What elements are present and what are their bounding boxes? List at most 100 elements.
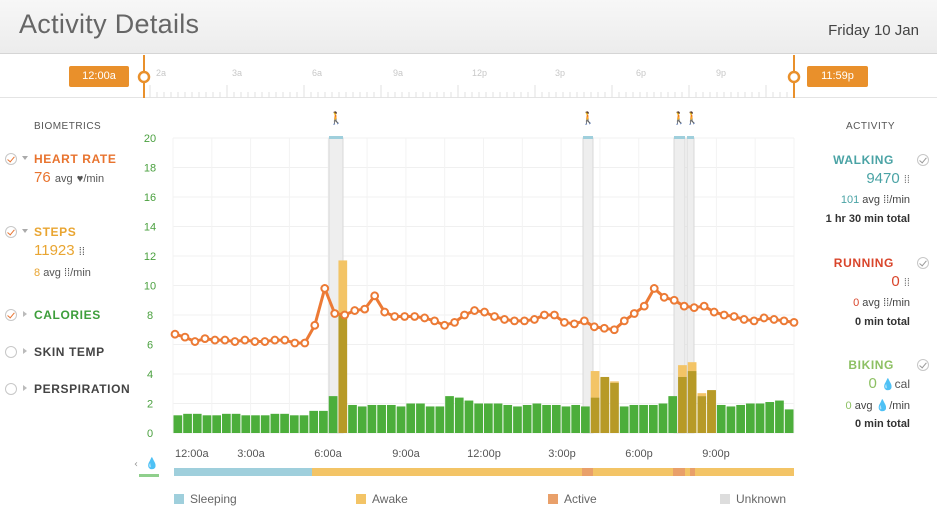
y-tick-label: 0 xyxy=(147,428,153,440)
skin-temp-toggle[interactable] xyxy=(5,346,17,358)
legend-swatch xyxy=(720,494,730,504)
calories-bar xyxy=(707,390,716,433)
perspiration-toggle[interactable] xyxy=(5,383,17,395)
calories-bar xyxy=(668,396,678,433)
running-label: RUNNING xyxy=(833,256,894,270)
steps-bar xyxy=(678,365,687,377)
heart-rate-point xyxy=(629,309,639,318)
heart-rate-value-line: 76 avg ♥/min xyxy=(34,169,105,186)
heart-rate-point xyxy=(589,322,599,332)
timeline-tick-label: 6p xyxy=(636,68,647,78)
heart-rate-point xyxy=(480,307,489,317)
calories-bar xyxy=(367,404,377,433)
heart-rate-point xyxy=(719,310,729,320)
biking-toggle[interactable] xyxy=(917,359,929,371)
calories-bar xyxy=(183,413,192,433)
calories-bar xyxy=(716,404,726,433)
heart-rate-point xyxy=(490,312,499,321)
heart-rate-point xyxy=(170,329,180,339)
timeline-end-handle[interactable] xyxy=(787,70,801,84)
activity-heading: ACTIVITY xyxy=(846,121,896,132)
calories-bar xyxy=(377,404,386,433)
heart-rate-point xyxy=(540,310,549,320)
timeline-start-label[interactable]: 12:00a xyxy=(69,66,129,87)
calories-bar xyxy=(784,409,794,433)
page-header: Activity Details Friday 10 Jan xyxy=(0,0,937,54)
chevron-right-icon[interactable] xyxy=(23,311,27,317)
heart-rate-point xyxy=(749,316,759,326)
calories-bar xyxy=(406,403,416,433)
heart-rate-point xyxy=(510,316,519,326)
walking-period-band xyxy=(328,137,344,434)
heart-rate-point xyxy=(360,304,370,314)
calories-bar xyxy=(241,415,251,433)
legend-item-awake: Awake xyxy=(356,492,408,506)
heart-rate-point xyxy=(709,307,719,317)
y-tick-label: 2 xyxy=(147,399,153,411)
calories-bar xyxy=(532,403,542,433)
heart-rate-point xyxy=(520,316,529,326)
heart-rate-point xyxy=(759,313,769,323)
skin-temp-label: SKIN TEMP xyxy=(34,345,105,359)
heart-rate-point xyxy=(280,335,290,345)
heart-rate-point xyxy=(609,325,619,335)
calories-bar xyxy=(678,376,687,433)
timeline-tick-label: 6a xyxy=(312,68,323,78)
running-toggle[interactable] xyxy=(917,257,929,269)
timeline-tick-label: 3a xyxy=(232,68,243,78)
calories-bar xyxy=(551,404,561,433)
date-label: Friday 10 Jan xyxy=(828,22,919,39)
calories-bar xyxy=(348,404,357,433)
steps-bar xyxy=(600,378,610,433)
calories-bar xyxy=(590,397,600,433)
x-tick-label: 9:00a xyxy=(392,448,420,460)
calories-bar xyxy=(222,413,231,433)
chevron-right-icon[interactable] xyxy=(23,385,27,391)
calories-bar xyxy=(396,406,406,433)
steps-toggle[interactable] xyxy=(5,226,17,238)
heart-rate-point xyxy=(669,295,679,305)
heart-rate-point xyxy=(789,317,799,327)
calories-bar xyxy=(416,403,425,433)
heart-rate-point xyxy=(739,315,749,324)
timeline-tick-label: 3p xyxy=(555,68,566,78)
timeline-start-handle[interactable] xyxy=(137,70,151,84)
chevron-down-icon[interactable] xyxy=(22,156,28,160)
heart-rate-point xyxy=(729,312,739,321)
calories-bar xyxy=(610,382,619,433)
walking-toggle[interactable] xyxy=(917,154,929,166)
heart-rate-point xyxy=(310,320,320,330)
timeline-scrubber[interactable]: 2a 3a 6a 9a 12p 3p 6p 9p 12:00a 11:59p xyxy=(0,55,937,98)
heart-rate-point xyxy=(530,315,539,324)
heart-rate-point xyxy=(619,316,629,326)
heart-rate-point xyxy=(270,335,280,345)
heart-rate-point xyxy=(410,312,420,321)
y-tick-label: 18 xyxy=(144,163,156,175)
calories-bar xyxy=(745,403,755,433)
heart-rate-point xyxy=(370,291,380,301)
drop-icon: 💧 xyxy=(875,400,890,412)
calories-bar xyxy=(581,406,590,433)
calories-bar xyxy=(319,410,328,433)
heart-rate-point xyxy=(190,337,200,346)
timeline-end-label[interactable]: 11:59p xyxy=(807,66,868,87)
chevron-down-icon[interactable] xyxy=(22,229,28,233)
heart-rate-point xyxy=(569,319,579,329)
steps-bar xyxy=(590,371,600,398)
y-tick-label: 12 xyxy=(144,251,156,263)
legend-item-active: Active xyxy=(548,492,597,506)
calories-bar xyxy=(571,404,581,433)
x-tick-label: 3:00a xyxy=(237,448,265,460)
steps-avg-line: 8 avg ⁞⁞/min xyxy=(34,267,91,279)
chevron-right-icon[interactable] xyxy=(23,348,27,354)
calories-bar xyxy=(454,397,464,433)
heart-rate-point xyxy=(470,306,479,315)
y-tick-label: 16 xyxy=(144,192,156,204)
calories-toggle[interactable] xyxy=(5,309,17,321)
steps-bar xyxy=(610,381,619,383)
heart-rate-toggle[interactable] xyxy=(5,153,17,165)
timeline-tick-label: 9a xyxy=(393,68,404,78)
status-active xyxy=(582,468,593,476)
heart-rate-point xyxy=(649,284,659,293)
steps-bar xyxy=(707,390,716,433)
